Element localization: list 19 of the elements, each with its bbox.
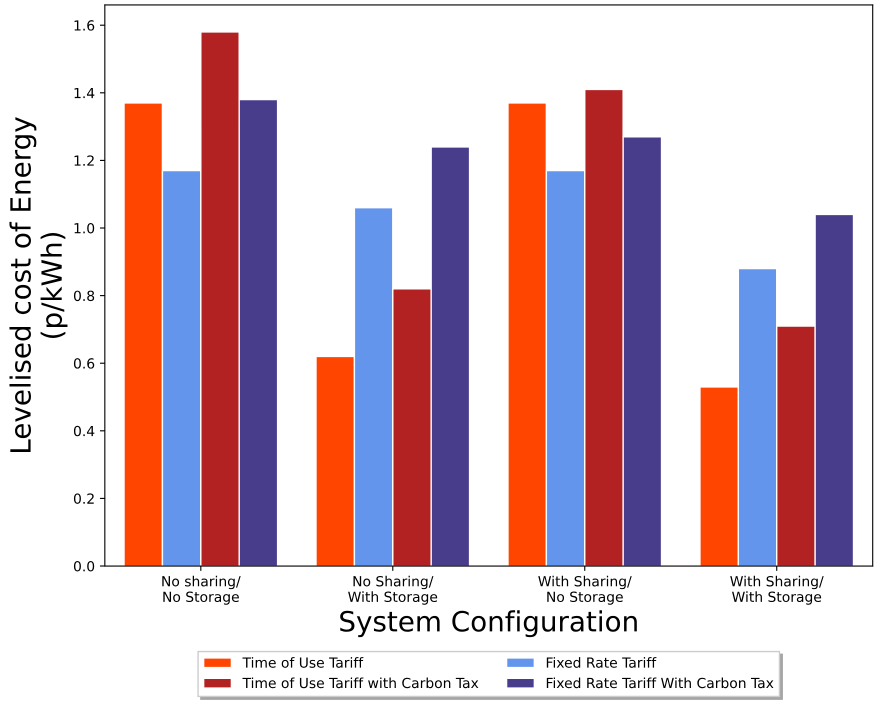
x-tick-label: No sharing/ No Storage xyxy=(162,576,241,605)
x-tick-label: With Sharing/ No Storage xyxy=(538,576,632,605)
y-tick-label: 1.6 xyxy=(74,20,94,31)
legend-label: Time of Use Tariff with Carbon Tax xyxy=(242,677,478,688)
y-tick-label: 0.4 xyxy=(74,426,94,436)
y-tick-label: 1.2 xyxy=(74,155,94,166)
x-axis-title: System Configuration xyxy=(340,610,637,638)
y-tick-label: 0.2 xyxy=(74,493,94,504)
y-axis-title: Levelised cost of Energy (p/kWh) xyxy=(9,117,68,452)
y-tick-label: 0.6 xyxy=(74,358,94,369)
legend-label: Time of Use Tariff xyxy=(242,657,364,668)
legend-label: Fixed Rate Tariff With Carbon Tax xyxy=(546,677,774,688)
y-tick-label: 0.8 xyxy=(74,290,94,302)
x-tick-label: No Sharing/ With Storage xyxy=(348,576,438,605)
y-tick-label: 1.0 xyxy=(74,222,94,234)
legend-label: Fixed Rate Tariff xyxy=(546,657,656,668)
y-tick-label: 0.0 xyxy=(74,560,94,572)
y-tick-label: 1.4 xyxy=(74,88,94,98)
x-tick-label: With Sharing/ With Storage xyxy=(730,576,824,605)
